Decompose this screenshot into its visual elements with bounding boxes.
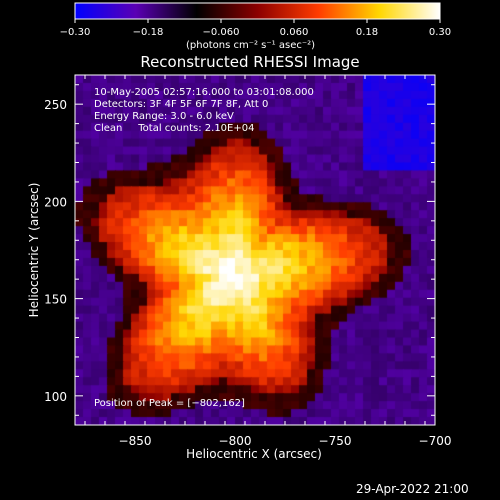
x-tick-label: −750 (319, 434, 352, 448)
annotation-energy-range: Energy Range: 3.0 - 6.0 keV (94, 111, 234, 122)
y-tick-label: 250 (44, 98, 67, 112)
annotation-detectors: Detectors: 3F 4F 5F 6F 7F 8F, Att 0 (94, 99, 269, 110)
x-tick-label: −800 (219, 434, 252, 448)
colorbar-tick-label: −0.18 (133, 27, 164, 38)
colorbar-gradient (75, 3, 440, 19)
plot-frame (74, 74, 436, 426)
footer-timestamp: 29-Apr-2022 21:00 (356, 482, 469, 496)
x-axis-label: Heliocentric X (arcsec) (186, 447, 322, 461)
annotation-time-range: 10-May-2005 02:57:16.000 to 03:01:08.000 (94, 87, 314, 98)
x-axis-ticks: −850 −800 −750 −700 (84, 75, 452, 448)
annotation-total-counts: Clean Total counts: 2.10E+04 (94, 123, 255, 134)
colorbar: −0.30 −0.18 −0.060 0.060 0.18 0.30 (60, 2, 451, 38)
y-axis-label: Heliocentric Y (arcsec) (27, 183, 41, 318)
colorbar-tick-label: −0.30 (60, 27, 91, 38)
colorbar-ticks: −0.30 −0.18 −0.060 0.060 0.18 0.30 (60, 19, 451, 38)
colorbar-tick-label: 0.18 (356, 27, 378, 38)
y-tick-label: 200 (44, 195, 67, 209)
heatmap-image (75, 75, 435, 425)
colorbar-units-label: (photons cm⁻² s⁻¹ asec⁻²) (186, 40, 316, 51)
colorbar-tick-label: 0.30 (429, 27, 451, 38)
chart-title: Reconstructed RHESSI Image (140, 53, 360, 71)
colorbar-tick-label: −0.060 (202, 27, 239, 38)
y-tick-label: 100 (44, 390, 67, 404)
peak-position-label: Position of Peak = [−802,162] (94, 398, 245, 409)
y-tick-label: 150 (44, 293, 67, 307)
x-tick-label: −850 (119, 434, 152, 448)
x-tick-label: −700 (419, 434, 452, 448)
y-axis-ticks: 100 150 200 250 (44, 84, 435, 416)
colorbar-frame (74, 2, 441, 20)
colorbar-tick-label: 0.060 (280, 27, 309, 38)
